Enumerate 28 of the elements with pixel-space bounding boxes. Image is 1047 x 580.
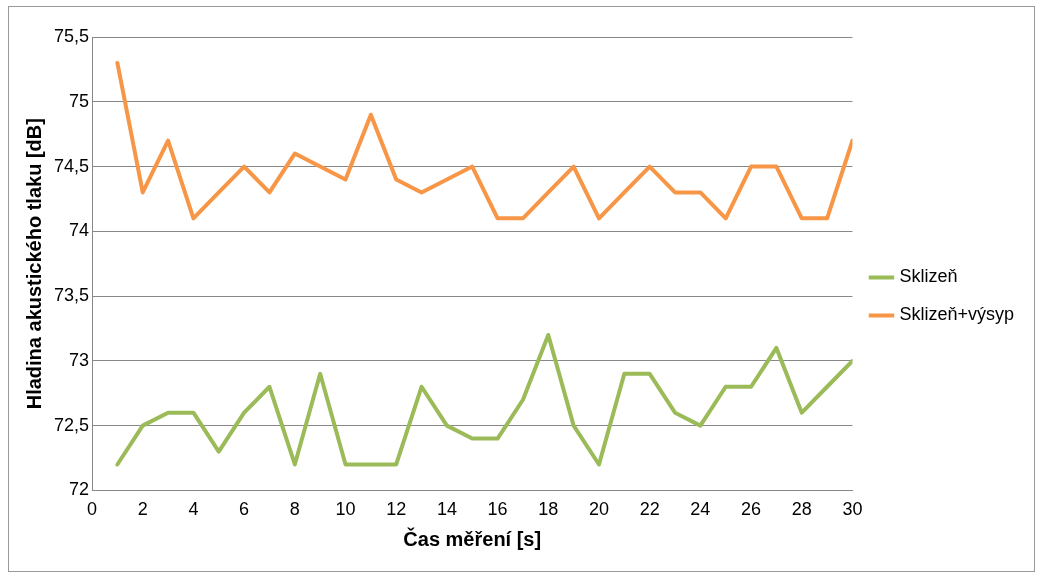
y-tick-label: 73,5: [53, 285, 90, 306]
x-tick-label: 22: [639, 499, 660, 520]
x-tick-label: 12: [386, 499, 407, 520]
x-tick-label: 2: [137, 499, 148, 520]
x-tick-label: 30: [842, 499, 863, 520]
y-tick-label: 75: [69, 90, 90, 111]
x-tick-label: 28: [791, 499, 812, 520]
x-tick-label: 24: [690, 499, 711, 520]
legend-label: Sklizeň+výsyp: [899, 304, 1015, 325]
x-tick-label: 4: [188, 499, 199, 520]
x-tick-label: 20: [588, 499, 609, 520]
x-tick-label: 0: [87, 499, 98, 520]
x-tick-label: 6: [239, 499, 250, 520]
y-tick-label: 74,5: [53, 155, 90, 176]
y-tick-label: 72,5: [53, 414, 90, 435]
x-tick-label: 8: [289, 499, 300, 520]
legend-label: Sklizeň: [899, 266, 958, 287]
x-tick-label: 14: [436, 499, 457, 520]
y-tick-label: 75,5: [53, 25, 90, 46]
x-tick-label: 10: [335, 499, 356, 520]
x-tick-label: 16: [487, 499, 508, 520]
x-tick-label: 18: [538, 499, 559, 520]
y-tick-label: 72: [69, 479, 90, 500]
y-tick-label: 74: [69, 220, 90, 241]
x-tick-label: 26: [741, 499, 762, 520]
x-axis-title: Čas měření [s]: [403, 526, 542, 550]
y-tick-label: 73: [69, 349, 90, 370]
y-axis-title: Hladina akustického tlaku [dB]: [22, 118, 45, 410]
